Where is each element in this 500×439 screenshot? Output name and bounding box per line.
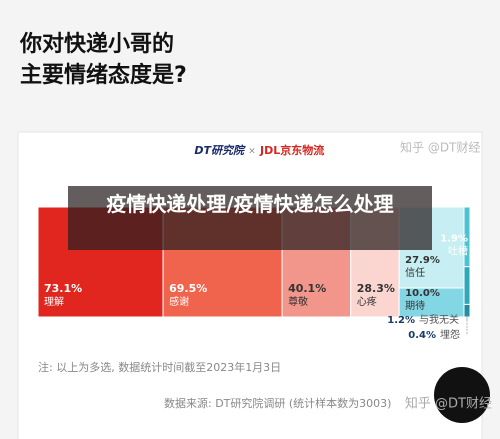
logo-x: ×: [248, 147, 256, 157]
value-label: 73.1%: [44, 282, 82, 295]
category-label: 期待: [405, 299, 425, 312]
block: [398, 287, 465, 318]
value-label: 10.0%: [405, 288, 440, 299]
overlay-banner: 疫情快递处理/疫情快递怎么处理: [68, 186, 432, 250]
value-label: 28.3%: [357, 282, 395, 295]
category-label: 信任: [405, 266, 425, 279]
value-label: 40.1%: [288, 282, 326, 295]
value-label: 0.4%: [408, 330, 436, 341]
value-label: 27.9%: [405, 255, 440, 266]
watermark-logo: [434, 367, 490, 423]
category-label: 感谢: [169, 295, 189, 308]
source: 数据来源: DT研究院调研 (统计样本数为3003): [164, 396, 391, 410]
value-label: 1.9%: [440, 234, 468, 245]
value-label: 1.2%: [387, 315, 415, 326]
watermark: 知乎 @DT财经: [400, 141, 480, 155]
title-line: 主要情绪态度是?: [20, 62, 187, 88]
category-label: 尊敬: [288, 295, 308, 308]
title-line: 你对快递小哥的: [19, 31, 174, 57]
category-label: 埋怨: [440, 328, 460, 341]
watermark: 知乎 @DT财经: [405, 396, 492, 412]
value-label: 69.5%: [169, 282, 207, 295]
note: 注: 以上为多选, 数据统计时间截至2023年1月3日: [38, 360, 281, 374]
category-label: 心疼: [357, 295, 377, 308]
category-label: 吐槽: [448, 245, 468, 258]
category-label: 理解: [44, 295, 64, 308]
logo-dt: DT研究院: [194, 144, 246, 157]
category-label: 与我无关: [419, 313, 459, 326]
logo-jdl: JDL京东物流: [259, 143, 324, 157]
